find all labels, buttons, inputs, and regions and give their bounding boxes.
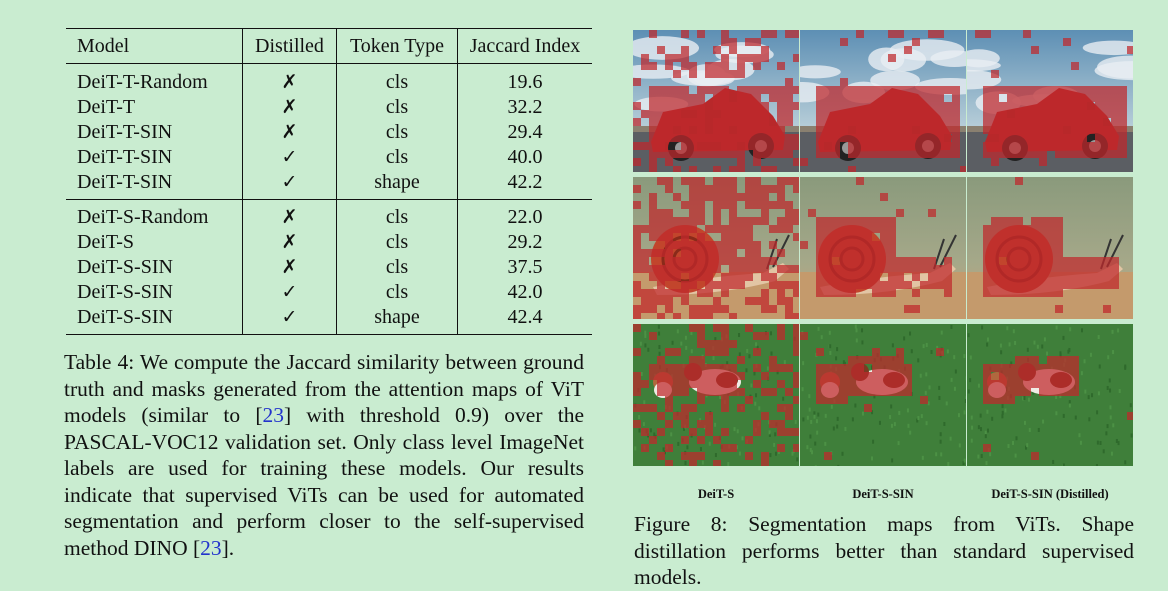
cell-jaccard: 37.5: [458, 255, 593, 280]
segmentation-thumb-car-2: [800, 30, 966, 172]
cell-model: DeiT-T: [66, 95, 243, 120]
results-table: Model Distilled Token Type Jaccard Index…: [66, 28, 592, 335]
cell-distilled: ✗: [243, 230, 337, 255]
cell-jaccard: 22.0: [458, 200, 593, 231]
segmentation-figure: [633, 30, 1133, 466]
cell-distilled: ✗: [243, 95, 337, 120]
segmentation-thumb-snail-1: [633, 177, 799, 319]
cell-model: DeiT-T-SIN: [66, 170, 243, 200]
cell-token: cls: [337, 145, 458, 170]
segmentation-thumb-dogs-3: [967, 324, 1133, 466]
segmentation-thumb-snail-2: [800, 177, 966, 319]
cell-model: DeiT-T-SIN: [66, 120, 243, 145]
cell-token: cls: [337, 200, 458, 231]
cell-jaccard: 42.0: [458, 280, 593, 305]
header-token-type: Token Type: [337, 29, 458, 64]
cell-jaccard: 42.2: [458, 170, 593, 200]
header-model: Model: [66, 29, 243, 64]
cell-jaccard: 42.4: [458, 305, 593, 335]
cell-jaccard: 29.4: [458, 120, 593, 145]
cell-token: cls: [337, 64, 458, 96]
cell-token: cls: [337, 280, 458, 305]
header-jaccard: Jaccard Index: [458, 29, 593, 64]
figure-caption: Figure 8: Segmentation maps from ViTs. S…: [634, 511, 1134, 591]
header-distilled: Distilled: [243, 29, 337, 64]
cell-jaccard: 40.0: [458, 145, 593, 170]
cell-token: shape: [337, 170, 458, 200]
column-label-deit-s: DeiT-S: [633, 487, 799, 502]
cell-distilled: ✓: [243, 280, 337, 305]
segmentation-thumb-snail-3: [967, 177, 1133, 319]
segmentation-thumb-dogs-2: [800, 324, 966, 466]
cell-distilled: ✓: [243, 305, 337, 335]
table-header-row: Model Distilled Token Type Jaccard Index: [66, 29, 592, 64]
cell-model: DeiT-S-SIN: [66, 280, 243, 305]
cell-distilled: ✗: [243, 64, 337, 96]
cell-distilled: ✗: [243, 200, 337, 231]
table-caption: Table 4: We compute the Jaccard similari…: [64, 349, 584, 561]
cell-token: cls: [337, 95, 458, 120]
cell-model: DeiT-T-Random: [66, 64, 243, 96]
cell-token: cls: [337, 255, 458, 280]
cell-model: DeiT-S-SIN: [66, 305, 243, 335]
cell-model: DeiT-T-SIN: [66, 145, 243, 170]
cell-token: cls: [337, 230, 458, 255]
segmentation-thumb-dogs-1: [633, 324, 799, 466]
cell-jaccard: 29.2: [458, 230, 593, 255]
citation-link[interactable]: 23: [263, 403, 285, 427]
column-label-deit-s-sin-distilled: DeiT-S-SIN (Distilled): [967, 487, 1133, 502]
cell-jaccard: 32.2: [458, 95, 593, 120]
cell-model: DeiT-S: [66, 230, 243, 255]
cell-model: DeiT-S-SIN: [66, 255, 243, 280]
cell-distilled: ✓: [243, 170, 337, 200]
cell-token: cls: [337, 120, 458, 145]
segmentation-thumb-car-1: [633, 30, 799, 172]
cell-jaccard: 19.6: [458, 64, 593, 96]
cell-distilled: ✓: [243, 145, 337, 170]
citation-link[interactable]: 23: [200, 536, 222, 560]
table-caption-text: ].: [222, 536, 235, 560]
segmentation-thumb-car-3: [967, 30, 1133, 172]
cell-token: shape: [337, 305, 458, 335]
column-label-deit-s-sin: DeiT-S-SIN: [800, 487, 966, 502]
cell-distilled: ✗: [243, 255, 337, 280]
cell-model: DeiT-S-Random: [66, 200, 243, 231]
cell-distilled: ✗: [243, 120, 337, 145]
